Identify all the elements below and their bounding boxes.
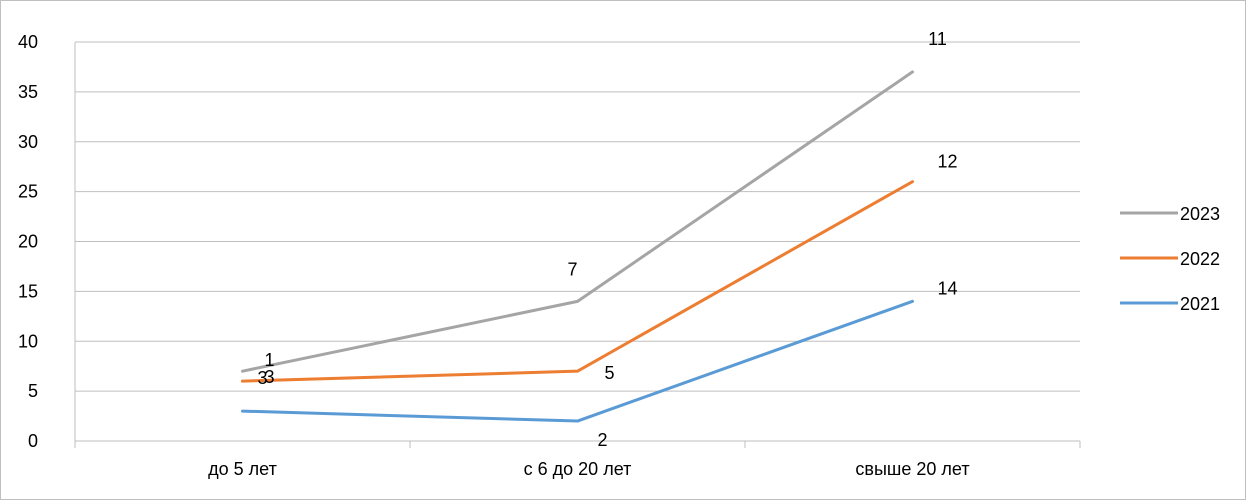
axes (74, 42, 1081, 448)
data-label: 1 (264, 350, 274, 370)
x-category-label: до 5 лет (208, 459, 277, 479)
data-label: 2 (597, 430, 607, 450)
legend: 2023 2022 2021 (1120, 204, 1220, 314)
y-tick-label: 35 (18, 82, 38, 102)
series-lines (241, 70, 914, 423)
y-tick-label: 15 (18, 281, 38, 301)
y-tick-label: 25 (18, 182, 38, 202)
y-tick-label: 0 (28, 431, 38, 451)
data-labels: 3 2 14 3 5 12 1 7 11 (257, 29, 957, 450)
data-label: 3 (257, 368, 267, 388)
x-category-label: свыше 20 лет (855, 459, 969, 479)
y-tick-label: 40 (18, 32, 38, 52)
data-label: 5 (604, 363, 614, 383)
legend-label: 2021 (1180, 294, 1220, 314)
series-line-2021 (241, 299, 914, 423)
data-label: 3 (264, 367, 274, 387)
y-tick-label: 10 (18, 331, 38, 351)
legend-label: 2023 (1180, 204, 1220, 224)
data-label: 11 (928, 29, 947, 49)
y-tick-labels: 0 5 10 15 20 25 30 35 40 (18, 32, 38, 451)
series-line-2022 (241, 180, 914, 383)
y-tick-label: 30 (18, 132, 38, 152)
x-category-label: с 6 до 20 лет (524, 459, 632, 479)
data-label: 7 (567, 259, 577, 279)
y-tick-label: 5 (28, 381, 38, 401)
data-label: 14 (937, 278, 957, 298)
data-label: 12 (937, 152, 957, 172)
legend-label: 2022 (1180, 249, 1220, 269)
y-tick-label: 20 (18, 232, 38, 252)
x-category-labels: до 5 лет с 6 до 20 лет свыше 20 лет (208, 459, 969, 479)
series-line-2023 (241, 70, 914, 373)
gridlines (75, 41, 1080, 392)
